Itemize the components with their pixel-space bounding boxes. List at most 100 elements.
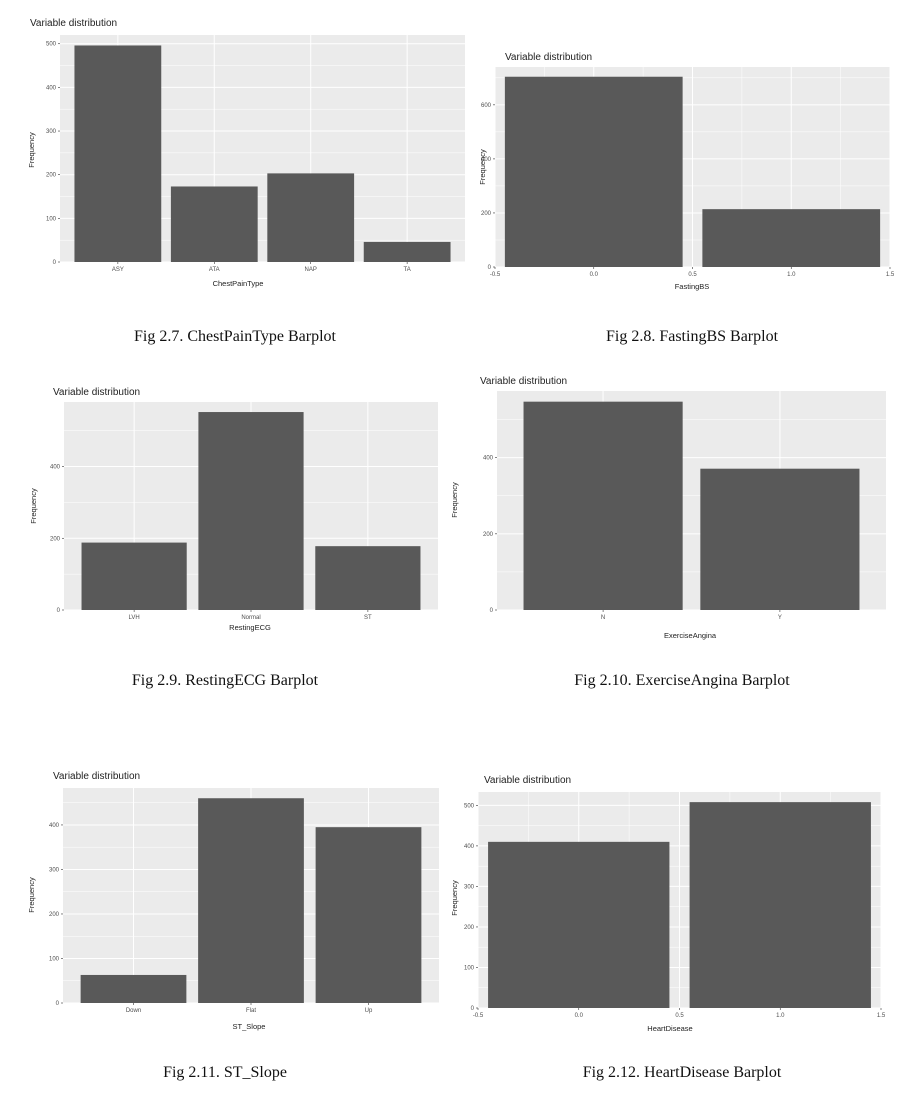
heart-disease-chart: Variable distribution -0.5 0.0 0.5 1.0 1.5 0 10…	[450, 765, 914, 1040]
bar-1	[702, 209, 881, 267]
y-tick-label: 0	[488, 265, 492, 271]
y-axis-label: Frequency	[27, 877, 36, 913]
y-axis-label: Frequency	[27, 132, 36, 168]
figure-caption-fasting-bs: Fig 2.8. FastingBS Barplot	[605, 328, 779, 345]
chart-title: Variable distribution	[53, 771, 140, 782]
y-tick-label: 400	[49, 823, 60, 829]
figure-caption-exercise-angina: Fig 2.10. ExerciseAngina Barplot	[574, 672, 790, 689]
y-tick-label: 100	[49, 956, 60, 962]
x-tick-label: ST	[364, 615, 372, 621]
x-tick-label: -0.5	[473, 1013, 484, 1019]
x-axis-label: FastingBS	[675, 282, 710, 291]
chart-title: Variable distribution	[484, 775, 571, 786]
chart-title: Variable distribution	[480, 376, 567, 387]
x-axis-label: ExerciseAngina	[664, 631, 717, 640]
y-tick-label: 300	[464, 884, 475, 890]
x-axis-label: ChestPainType	[213, 279, 264, 288]
y-tick-label: 0	[56, 1001, 60, 1007]
bar-ata	[170, 186, 258, 262]
y-tick-label: 0	[57, 608, 61, 614]
x-tick-label: ASY	[112, 267, 124, 273]
x-tick-label: ATA	[209, 267, 220, 273]
y-axis-label: Frequency	[450, 482, 459, 518]
y-tick-label: 400	[50, 465, 61, 471]
y-tick-label: 100	[464, 965, 475, 971]
x-axis-label: ST_Slope	[233, 1022, 266, 1031]
x-tick-label: Down	[126, 1008, 141, 1014]
x-tick-label: NAP	[305, 267, 317, 273]
y-tick-label: 400	[481, 157, 492, 163]
y-tick-label: 500	[464, 803, 475, 809]
y-tick-label: 200	[483, 532, 494, 538]
y-tick-label: 300	[49, 867, 60, 873]
exercise-angina-chart: Variable distribution N Y 0 200 400 ExerciseAn…	[450, 360, 914, 645]
chart-title: Variable distribution	[53, 387, 140, 398]
y-tick-label: 100	[46, 216, 57, 222]
x-tick-label: 0.0	[590, 272, 599, 278]
bar-normal	[198, 412, 304, 610]
x-tick-label: 0.5	[688, 272, 697, 278]
x-tick-label: Flat	[246, 1008, 256, 1014]
y-tick-label: 300	[46, 129, 57, 135]
y-tick-label: 200	[46, 173, 57, 179]
figure-caption-resting-ecg: Fig 2.9. RestingECG Barplot	[131, 672, 319, 689]
y-axis-label: Frequency	[478, 149, 487, 185]
x-tick-label: 1.0	[787, 272, 796, 278]
bar-nap	[267, 173, 355, 262]
x-tick-label: N	[601, 615, 605, 621]
bar-1	[689, 802, 871, 1008]
y-axis-label: Frequency	[450, 880, 459, 916]
x-axis-label: RestingECG	[229, 623, 271, 632]
bar-asy	[74, 45, 162, 262]
y-tick-label: 0	[471, 1006, 475, 1012]
bar-y	[700, 468, 860, 610]
y-tick-label: 0	[53, 260, 57, 266]
x-tick-label: 1.5	[877, 1013, 886, 1019]
bar-lvh	[81, 542, 187, 610]
chart-svg: Variable distribution -0.5 0.0 0.5 1.0 1.5 0 10…	[450, 775, 886, 1033]
x-tick-label: 0.5	[675, 1013, 684, 1019]
bar-0	[504, 76, 683, 267]
x-tick-label: LVH	[129, 615, 140, 621]
x-tick-label: Normal	[241, 615, 260, 621]
chart-title: Variable distribution	[505, 52, 592, 63]
fasting-bs-chart: Variable distribution -0.5 0.0 0.5 1.0 1.5 0 20…	[470, 0, 914, 300]
chart-title: Variable distribution	[30, 18, 117, 29]
x-tick-label: 0.0	[575, 1013, 584, 1019]
chart-svg: Variable distribution ASY ATA NAP TA 0 100 200 3…	[27, 18, 465, 288]
y-tick-label: 400	[464, 844, 475, 850]
chart-svg: Variable distribution N Y 0 200 400 ExerciseAn…	[450, 376, 886, 640]
y-tick-label: 0	[490, 608, 494, 614]
bar-down	[80, 974, 187, 1003]
y-tick-label: 600	[481, 103, 492, 109]
y-tick-label: 200	[481, 211, 492, 217]
figure-caption-heart-disease: Fig 2.12. HeartDisease Barplot	[582, 1064, 782, 1081]
y-tick-label: 400	[46, 85, 57, 91]
chest-pain-type-chart: Variable distribution ASY ATA NAP TA 0 100 200 3…	[0, 0, 470, 300]
y-axis-label: Frequency	[29, 488, 38, 524]
x-tick-label: -0.5	[490, 272, 501, 278]
figure-caption-st-slope: Fig 2.11. ST_Slope	[163, 1064, 287, 1081]
x-tick-label: Y	[778, 615, 782, 621]
bar-ta	[363, 241, 451, 262]
x-tick-label: 1.0	[776, 1013, 785, 1019]
chart-svg: Variable distribution Down Flat Up 0 100 200 30…	[27, 771, 439, 1031]
chart-svg: Variable distribution -0.5 0.0 0.5 1.0 1.5 0 20…	[478, 52, 895, 291]
bar-up	[315, 827, 422, 1003]
bar-n	[523, 401, 683, 610]
figure-caption-chest-pain-type: Fig 2.7. ChestPainType Barplot	[134, 328, 336, 345]
y-tick-label: 200	[50, 536, 61, 542]
bar-st	[315, 546, 421, 610]
y-tick-label: 200	[49, 912, 60, 918]
resting-ecg-chart: Variable distribution LVH Normal ST 0 200 400 R…	[0, 370, 450, 635]
y-tick-label: 200	[464, 925, 475, 931]
y-tick-label: 400	[483, 456, 494, 462]
y-tick-label: 500	[46, 42, 57, 48]
x-tick-label: Up	[365, 1008, 373, 1014]
x-tick-label: 1.5	[886, 272, 895, 278]
x-tick-label: TA	[404, 267, 411, 273]
x-axis-label: HeartDisease	[647, 1024, 692, 1033]
chart-svg: Variable distribution LVH Normal ST 0 200 400 R…	[29, 387, 438, 632]
bar-flat	[198, 798, 304, 1003]
bar-0	[488, 841, 670, 1008]
